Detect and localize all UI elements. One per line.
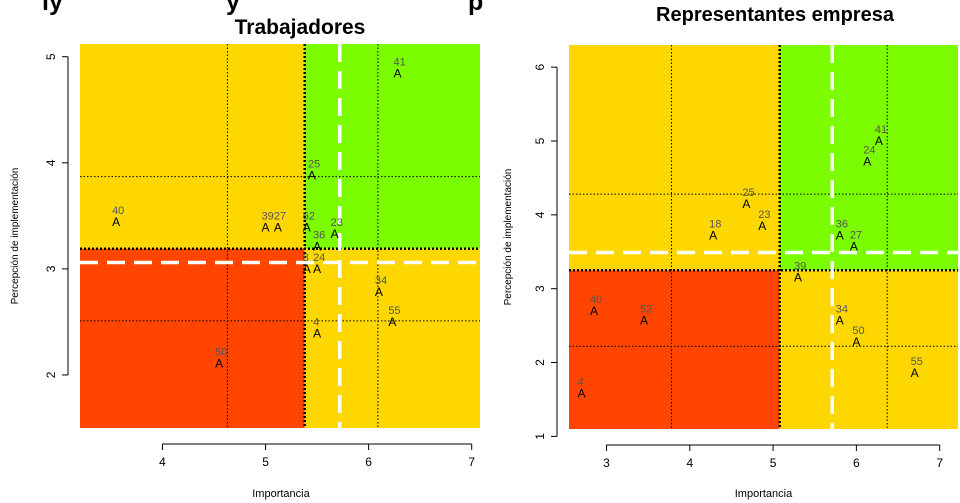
y-axis-label: Percepción de implementación [10, 168, 21, 305]
x-tick-label: 6 [365, 455, 372, 469]
chart-title-trabajadores: Trabajadores [234, 16, 366, 39]
point-label: 39 [262, 211, 274, 223]
point-label: 52 [640, 303, 652, 315]
point-label: 55 [388, 305, 400, 317]
x-axis-label: Importancia [735, 488, 793, 500]
point-marker: A [758, 219, 766, 233]
point-marker: A [590, 304, 598, 318]
point-label: 40 [112, 205, 124, 217]
point-marker: A [742, 197, 750, 211]
point-label: 39 [794, 261, 806, 273]
quadrant-low-importance-high-perception [80, 44, 305, 249]
x-tick-label: 5 [262, 455, 269, 469]
point-marker: A [863, 155, 871, 169]
point-marker: A [911, 366, 919, 380]
quadrant-high-importance-high-perception [779, 45, 958, 271]
x-axis-label: Importancia [252, 488, 310, 500]
point-label: 18 [709, 219, 721, 231]
point-marker: A [875, 134, 883, 148]
point-label: 24 [313, 252, 325, 264]
y-tick-label: 2 [44, 371, 58, 378]
point-marker: A [794, 271, 802, 285]
banner-text-middle: y [226, 0, 240, 16]
y-tick-label: 4 [533, 211, 547, 218]
point-marker: A [640, 313, 648, 327]
y-tick-label: 2 [533, 359, 547, 366]
y-tick-label: 6 [533, 63, 547, 70]
point-label: 27 [850, 230, 862, 242]
point-label: 41 [393, 57, 405, 69]
quadrant-high-importance-high-perception [304, 44, 480, 249]
point-marker: A [308, 169, 316, 183]
quadrant-low-importance-low-perception [80, 248, 305, 428]
point-label: 8 [303, 252, 309, 264]
chart-representantes: A41A24A25A23A18A36A27A39A40A52A34A50A55A… [503, 45, 958, 500]
point-marker: A [709, 229, 717, 243]
point-label: 40 [590, 294, 602, 306]
point-marker: A [331, 227, 339, 241]
x-tick-label: 4 [686, 456, 693, 470]
x-tick-label: 6 [853, 456, 860, 470]
x-tick-label: 4 [159, 455, 166, 469]
y-axis-label: Percepción de implementación [503, 169, 514, 306]
point-label: 41 [875, 124, 887, 136]
point-marker: A [393, 67, 401, 81]
point-marker: A [215, 356, 223, 370]
point-marker: A [388, 315, 396, 329]
point-marker: A [313, 327, 321, 341]
chart-trabajadores: A41A25A40A39A27A52A23A36A8A24A34A55A4A50… [10, 44, 480, 500]
cropped-banner-title: ly y p [0, 0, 960, 18]
y-tick-label: 4 [44, 159, 58, 166]
point-marker: A [375, 285, 383, 299]
point-label: 50 [852, 325, 864, 337]
quadrant-low-importance-high-perception [569, 45, 780, 271]
point-label: 34 [836, 303, 848, 315]
y-tick-label: 5 [44, 53, 58, 60]
quadrant-high-importance-low-perception [304, 248, 480, 428]
chart-title-representantes: Representantes empresa [656, 4, 894, 26]
point-marker: A [274, 221, 282, 235]
point-marker: A [850, 240, 858, 254]
y-tick-label: 5 [533, 137, 547, 144]
point-marker: A [577, 387, 585, 401]
point-marker: A [303, 221, 311, 235]
point-label: 4 [313, 317, 319, 329]
point-label: 27 [274, 211, 286, 223]
point-marker: A [313, 262, 321, 276]
point-label: 36 [836, 219, 848, 231]
point-label: 55 [911, 356, 923, 368]
point-marker: A [262, 221, 270, 235]
banner-text-left: ly [42, 0, 63, 16]
y-tick-label: 3 [533, 285, 547, 292]
point-label: 24 [863, 145, 875, 157]
point-marker: A [836, 313, 844, 327]
banner-text-right: p [468, 0, 484, 16]
point-label: 4 [577, 377, 583, 389]
point-marker: A [836, 229, 844, 243]
point-label: 23 [758, 209, 770, 221]
point-label: 50 [215, 346, 227, 358]
x-tick-label: 3 [603, 456, 610, 470]
quadrant-high-importance-low-perception [779, 270, 958, 429]
point-label: 34 [375, 275, 387, 287]
point-label: 23 [331, 217, 343, 229]
y-tick-label: 1 [533, 433, 547, 440]
point-label: 25 [308, 159, 320, 171]
point-marker: A [852, 335, 860, 349]
point-marker: A [112, 215, 120, 229]
x-tick-label: 7 [936, 456, 943, 470]
point-label: 52 [303, 211, 315, 223]
y-tick-label: 3 [44, 265, 58, 272]
quadrant-low-importance-low-perception [569, 270, 780, 429]
point-marker: A [313, 240, 321, 254]
point-marker: A [303, 262, 311, 276]
x-tick-label: 5 [770, 456, 777, 470]
x-tick-label: 7 [468, 455, 475, 469]
point-label: 36 [313, 230, 325, 242]
point-label: 25 [742, 187, 754, 199]
